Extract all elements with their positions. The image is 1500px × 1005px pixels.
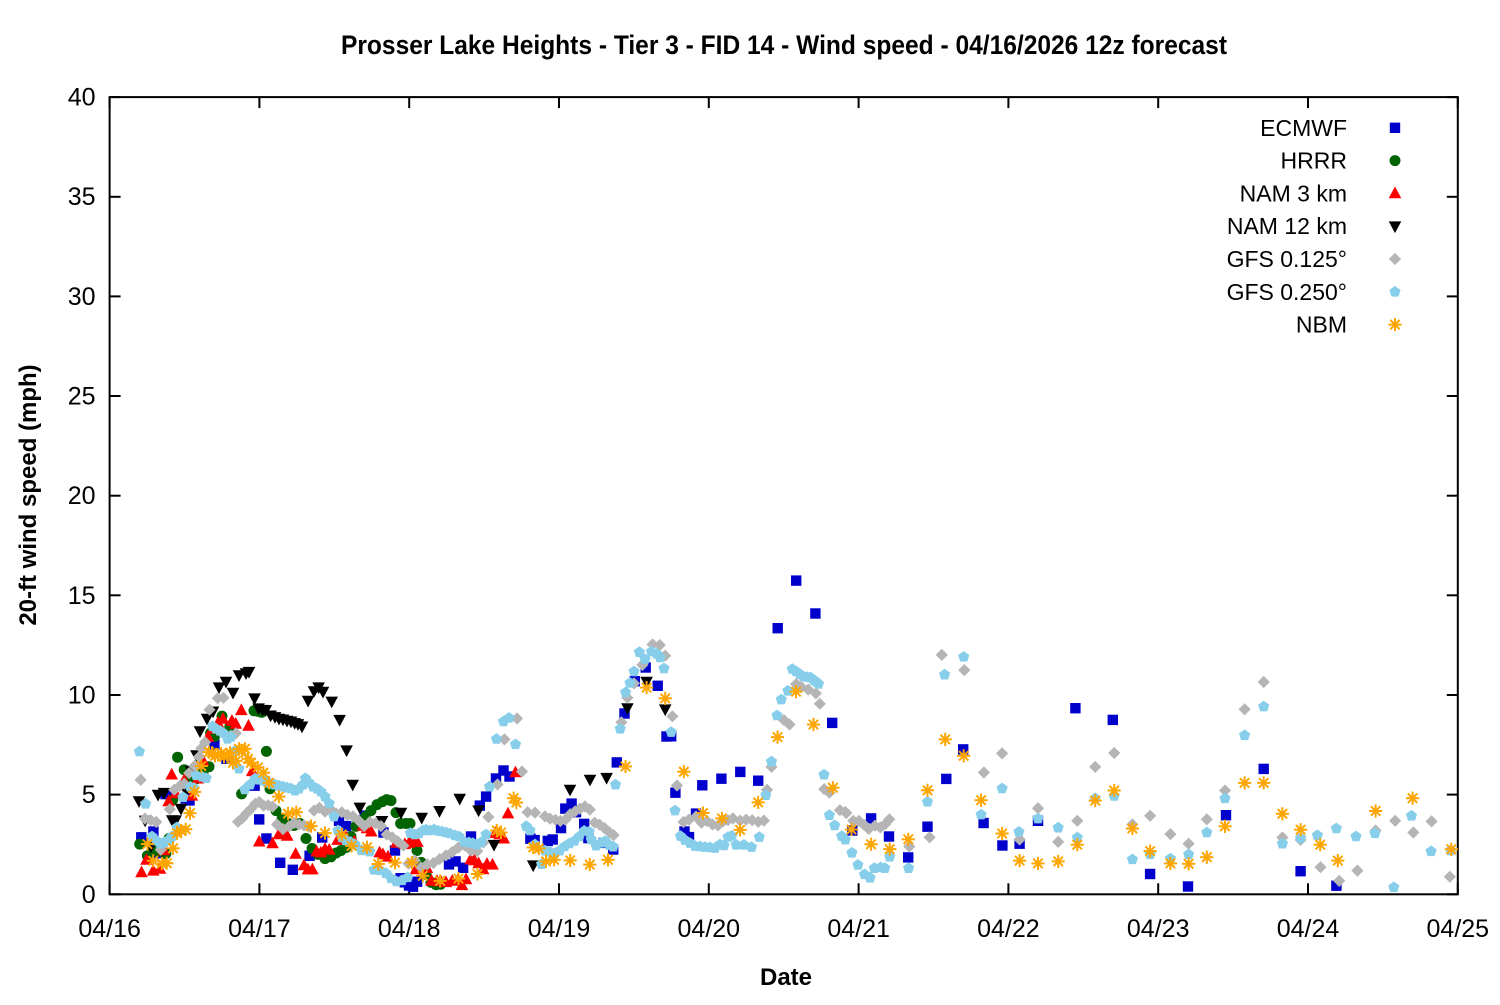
svg-text:GFS 0.250°: GFS 0.250°	[1227, 279, 1347, 305]
svg-text:0: 0	[82, 881, 96, 909]
svg-text:30: 30	[68, 283, 96, 311]
svg-text:04/18: 04/18	[378, 915, 441, 943]
svg-text:04/24: 04/24	[1277, 915, 1340, 943]
svg-text:04/19: 04/19	[528, 915, 591, 943]
svg-text:04/17: 04/17	[228, 915, 291, 943]
svg-text:10: 10	[68, 682, 96, 710]
svg-text:ECMWF: ECMWF	[1260, 115, 1347, 141]
svg-text:5: 5	[82, 781, 96, 809]
svg-text:Prosser Lake Heights - Tier 3: Prosser Lake Heights - Tier 3 - FID 14 -…	[341, 30, 1227, 60]
svg-text:04/16: 04/16	[78, 915, 141, 943]
svg-text:04/23: 04/23	[1127, 915, 1190, 943]
svg-text:25: 25	[68, 383, 96, 411]
svg-text:35: 35	[68, 183, 96, 211]
svg-text:20-ft wind speed (mph): 20-ft wind speed (mph)	[15, 364, 42, 625]
svg-text:NAM 12 km: NAM 12 km	[1227, 213, 1347, 239]
svg-text:04/21: 04/21	[827, 915, 890, 943]
svg-text:HRRR: HRRR	[1281, 148, 1347, 174]
svg-text:NAM 3 km: NAM 3 km	[1240, 180, 1347, 206]
svg-text:GFS 0.125°: GFS 0.125°	[1227, 246, 1347, 272]
svg-text:20: 20	[68, 482, 96, 510]
svg-text:15: 15	[68, 582, 96, 610]
svg-text:04/22: 04/22	[977, 915, 1040, 943]
svg-text:NBM: NBM	[1296, 312, 1347, 338]
svg-text:40: 40	[68, 84, 96, 112]
svg-text:Date: Date	[760, 964, 812, 991]
svg-text:04/25: 04/25	[1427, 915, 1490, 943]
svg-text:04/20: 04/20	[678, 915, 741, 943]
